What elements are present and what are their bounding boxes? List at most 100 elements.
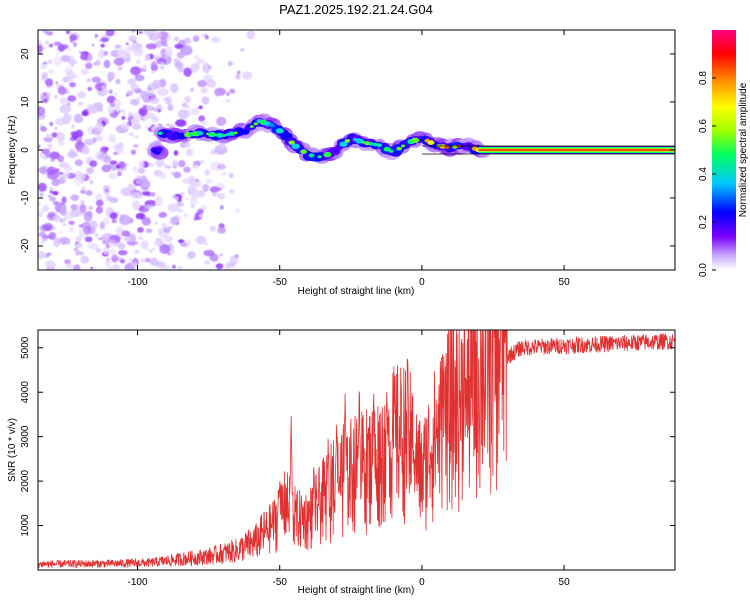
noise-blob [167, 203, 179, 213]
noise-blob [184, 138, 191, 142]
noise-blob [108, 134, 116, 143]
noise-blob [78, 224, 84, 228]
noise-blob [164, 236, 174, 243]
signal-peak [253, 122, 259, 126]
noise-blob [115, 78, 121, 85]
noise-blob [198, 105, 203, 110]
noise-blob [43, 136, 53, 143]
x-tick-label: -50 [272, 277, 287, 288]
spectrogram-marks [38, 30, 675, 270]
noise-blob [131, 262, 138, 268]
noise-blob [47, 59, 53, 65]
noise-blob [153, 169, 163, 177]
noise-blob [163, 227, 171, 234]
noise-blob [174, 62, 182, 68]
noise-blob [101, 85, 107, 91]
noise-blob [148, 90, 155, 97]
y-tick-label: 4000 [20, 381, 31, 404]
noise-blob [160, 37, 168, 46]
noise-blob [145, 257, 151, 263]
noise-blob [74, 159, 84, 167]
noise-blob [132, 241, 139, 245]
noise-blob [75, 236, 82, 242]
noise-blob [103, 146, 109, 152]
snr-series-line [38, 330, 675, 568]
signal-peak [275, 128, 284, 134]
noise-blob [213, 36, 221, 43]
noise-blob [55, 81, 59, 85]
noise-blob [214, 191, 219, 197]
signal-peak [401, 144, 406, 148]
noise-blob [122, 111, 126, 116]
noise-blob [53, 41, 62, 46]
noise-blob [134, 134, 139, 139]
noise-blob [206, 79, 216, 88]
noise-blob [43, 46, 47, 50]
noise-blob [125, 42, 129, 46]
noise-blob [115, 143, 124, 150]
noise-blob [120, 108, 126, 113]
noise-blob [38, 166, 47, 174]
noise-blob [46, 252, 52, 256]
y-tick-label: -10 [20, 190, 31, 205]
noise-blob [54, 201, 59, 204]
noise-blob [87, 211, 93, 218]
noise-blob [98, 49, 105, 53]
noise-blob [137, 167, 146, 174]
noise-blob [69, 82, 76, 88]
noise-blob [182, 178, 190, 184]
noise-blob [183, 166, 191, 173]
noise-blob [59, 104, 71, 114]
noise-blob [85, 62, 93, 69]
noise-blob [80, 53, 89, 61]
noise-blob [102, 227, 106, 232]
noise-blob [103, 50, 109, 56]
signal-peak [396, 146, 403, 151]
noise-blob [184, 96, 191, 103]
noise-blob [55, 118, 65, 126]
noise-blob [40, 240, 45, 245]
noise-blob [123, 237, 131, 242]
noise-blob [205, 178, 213, 184]
noise-blob [95, 247, 102, 253]
x-tick-label: -50 [272, 577, 287, 588]
noise-blob [53, 214, 61, 223]
noise-blob [128, 112, 133, 118]
noise-blob [155, 158, 165, 168]
y-tick-label: 10 [20, 96, 31, 108]
noise-blob [38, 251, 47, 260]
noise-blob [117, 66, 123, 71]
noise-blob [234, 254, 239, 259]
noise-blob [145, 114, 150, 119]
y-tick-label: 1000 [20, 514, 31, 537]
noise-blob [77, 101, 84, 106]
noise-blob [160, 264, 170, 270]
noise-blob [112, 264, 121, 270]
noise-blob [204, 260, 211, 265]
x-tick-label: -100 [128, 577, 148, 588]
noise-blob [171, 160, 179, 166]
noise-blob [91, 43, 95, 47]
noise-blob [58, 171, 64, 175]
noise-blob [183, 67, 192, 77]
noise-blob [171, 264, 176, 269]
noise-blob [121, 230, 131, 237]
noise-blob [105, 188, 109, 193]
noise-blob [111, 254, 119, 263]
noise-blob [201, 96, 210, 105]
noise-blob [140, 115, 145, 121]
noise-blob [136, 175, 141, 179]
noise-blob [108, 89, 113, 94]
noise-blob [217, 192, 226, 200]
noise-blob [95, 199, 104, 207]
noise-blob [216, 187, 222, 191]
noise-blob [47, 143, 53, 150]
noise-blob [149, 96, 160, 104]
noise-blob [56, 131, 65, 143]
noise-blob [38, 209, 45, 215]
noise-blob [119, 214, 131, 226]
noise-blob [45, 40, 49, 45]
noise-blob [194, 55, 200, 60]
noise-blob [42, 234, 49, 239]
noise-blob [68, 227, 75, 233]
